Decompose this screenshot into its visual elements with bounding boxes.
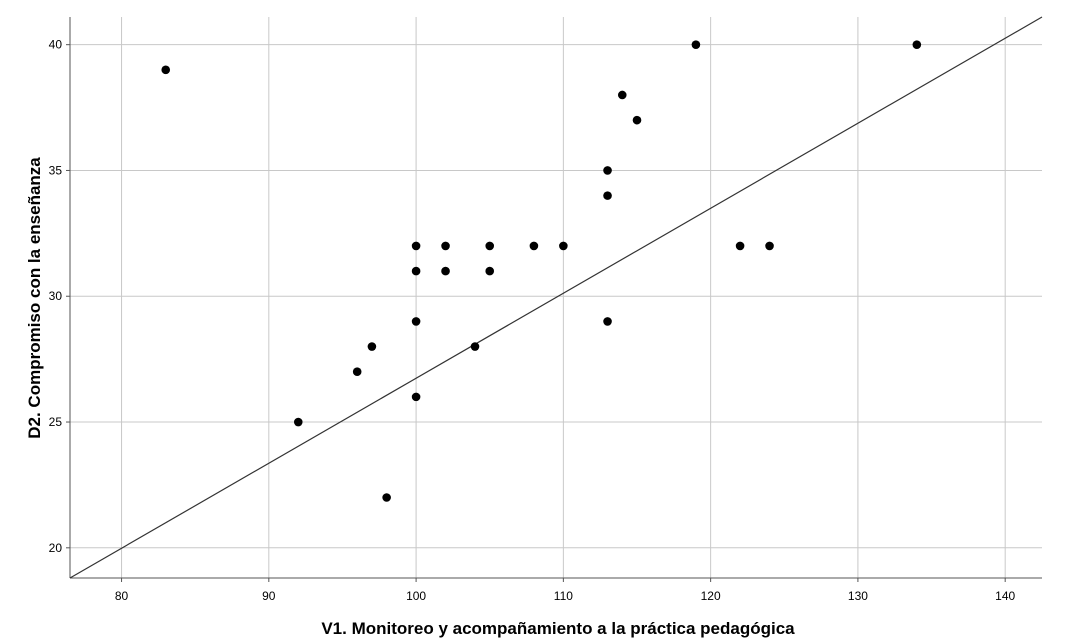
x-tick-labels: 80 90 100 110 120 130 140 [115, 589, 1016, 603]
y-tick-label: 40 [49, 38, 63, 52]
y-tick-label: 25 [49, 415, 63, 429]
x-tick-label: 140 [995, 589, 1015, 603]
y-tick-labels: 20 25 30 35 40 [49, 38, 63, 555]
y-axis-title: D2. Compromiso con la enseñanza [25, 157, 44, 439]
data-point [485, 266, 495, 276]
data-point [765, 241, 774, 251]
data-point [382, 493, 391, 502]
data-point [441, 266, 450, 276]
data-point [352, 367, 362, 377]
data-point [485, 241, 495, 251]
data-point [293, 417, 303, 427]
x-tick-label: 80 [115, 589, 129, 603]
data-point [411, 241, 421, 251]
axes [66, 17, 1042, 582]
data-point [632, 115, 642, 125]
data-point [735, 241, 745, 251]
data-points [161, 40, 922, 502]
x-tick-label: 90 [262, 589, 276, 603]
data-point [161, 65, 171, 75]
data-point [411, 266, 421, 276]
data-point [529, 241, 539, 251]
y-tick-label: 35 [49, 163, 63, 177]
reference-line [69, 16, 1043, 579]
data-point [367, 342, 377, 351]
data-point [411, 317, 421, 326]
data-point [470, 342, 480, 351]
data-point [559, 241, 568, 251]
x-tick-label: 110 [554, 589, 573, 603]
y-tick-label: 20 [49, 541, 63, 555]
data-point [603, 166, 612, 175]
data-point [617, 90, 627, 100]
data-point [691, 40, 701, 49]
x-axis-title: V1. Monitoreo y acompañamiento a la prác… [321, 619, 795, 638]
x-tick-label: 130 [848, 589, 868, 603]
data-point [441, 241, 450, 251]
reference-line-group [69, 16, 1043, 579]
data-point [411, 392, 421, 402]
y-tick-label: 30 [49, 289, 63, 303]
grid [70, 17, 1042, 578]
x-tick-label: 100 [406, 589, 426, 603]
data-point [912, 40, 922, 49]
x-tick-label: 120 [701, 589, 721, 603]
data-point [603, 191, 612, 200]
data-point [603, 317, 612, 326]
